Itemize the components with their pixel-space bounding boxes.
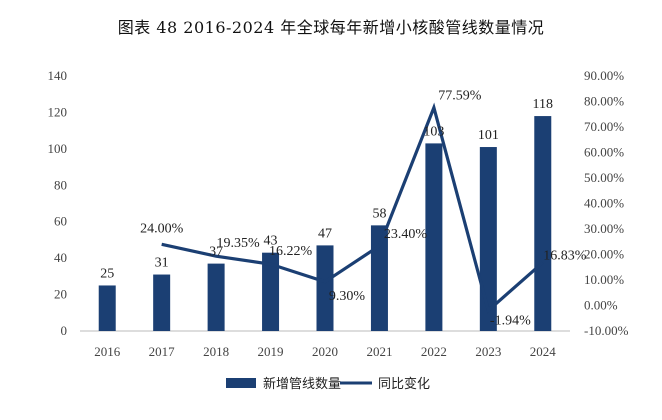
x-tick-label: 2019	[258, 344, 284, 359]
y-right-tick-label: -10.00%	[584, 323, 629, 338]
bar-value-label: 101	[478, 128, 499, 143]
bar-value-label: 25	[100, 266, 114, 281]
y-left-tick-label: 60	[54, 214, 67, 229]
y-right-tick-label: 10.00%	[584, 272, 624, 287]
y-left-tick-label: 100	[48, 141, 68, 156]
line-value-label: 16.22%	[269, 244, 313, 259]
x-axis-ticks: 2016 2017 2018 2019 2020 2021 2022 2023 2024	[94, 344, 556, 359]
bar-value-label: 47	[318, 226, 332, 241]
y-left-tick-label: 120	[48, 104, 68, 119]
line-value-label: 77.59%	[438, 89, 482, 104]
bar	[98, 285, 116, 331]
legend-line-label: 同比变化	[378, 376, 430, 392]
y-left-tick-label: 140	[48, 68, 68, 83]
bar-value-label: 37	[209, 245, 223, 260]
chart-title: 图表 48 2016-2024 年全球每年新增小核酸管线数量情况	[117, 18, 545, 37]
bar-series	[98, 116, 552, 331]
x-tick-label: 2018	[203, 344, 229, 359]
y-right-tick-label: 90.00%	[584, 68, 624, 83]
line-value-label: 16.83%	[543, 249, 587, 264]
yoy-line	[161, 102, 544, 314]
left-axis-ticks: 0 20 40 60 80 100 120 140	[48, 68, 68, 338]
bar-value-label: 118	[533, 97, 553, 112]
bar-data-labels: 25 31 37 43 47 58 103 101 118	[100, 97, 553, 281]
line-series	[161, 102, 544, 314]
y-right-tick-label: 0.00%	[584, 298, 618, 313]
x-tick-label: 2023	[475, 344, 501, 359]
legend: 新增管线数量 同比变化	[226, 376, 430, 392]
line-value-label: 9.30%	[329, 289, 366, 304]
bar-value-label: 31	[155, 256, 169, 271]
legend-bar-swatch	[226, 378, 256, 388]
x-tick-label: 2020	[312, 344, 338, 359]
line-data-labels: 24.00% 19.35% 16.22% 9.30% 23.40% 77.59% -1.94…	[140, 89, 587, 329]
x-tick-label: 2022	[421, 344, 447, 359]
bar	[370, 225, 388, 331]
bar	[316, 245, 334, 331]
line-value-label: 19.35%	[217, 236, 261, 251]
bar	[207, 263, 225, 331]
line-value-label: 24.00%	[140, 221, 184, 236]
right-axis-ticks: -10.00% 0.00% 10.00% 20.00% 30.00% 40.00% 50.0…	[584, 68, 629, 338]
y-right-tick-label: 20.00%	[584, 247, 624, 262]
x-tick-label: 2021	[366, 344, 392, 359]
y-left-tick-label: 20	[54, 287, 67, 302]
y-right-tick-label: 30.00%	[584, 221, 624, 236]
bar	[425, 143, 443, 331]
y-right-tick-label: 60.00%	[584, 145, 624, 160]
y-left-tick-label: 80	[54, 177, 67, 192]
bar	[534, 116, 552, 331]
bar-value-label: 43	[264, 234, 278, 249]
bar-value-label: 103	[423, 124, 444, 139]
y-right-tick-label: 80.00%	[584, 94, 624, 109]
y-left-tick-label: 0	[61, 323, 68, 338]
line-value-label: -1.94%	[490, 313, 531, 328]
bar	[479, 147, 497, 331]
legend-bar-label: 新增管线数量	[263, 376, 341, 392]
x-tick-label: 2017	[149, 344, 176, 359]
bar	[262, 252, 280, 331]
x-tick-label: 2024	[530, 344, 557, 359]
y-left-tick-label: 40	[54, 250, 67, 265]
bar	[153, 274, 171, 331]
x-tick-label: 2016	[94, 344, 121, 359]
bar-value-label: 58	[372, 206, 386, 221]
line-value-label: 23.40%	[384, 227, 428, 242]
y-right-tick-label: 50.00%	[584, 170, 624, 185]
y-right-tick-label: 70.00%	[584, 119, 624, 134]
y-right-tick-label: 40.00%	[584, 196, 624, 211]
